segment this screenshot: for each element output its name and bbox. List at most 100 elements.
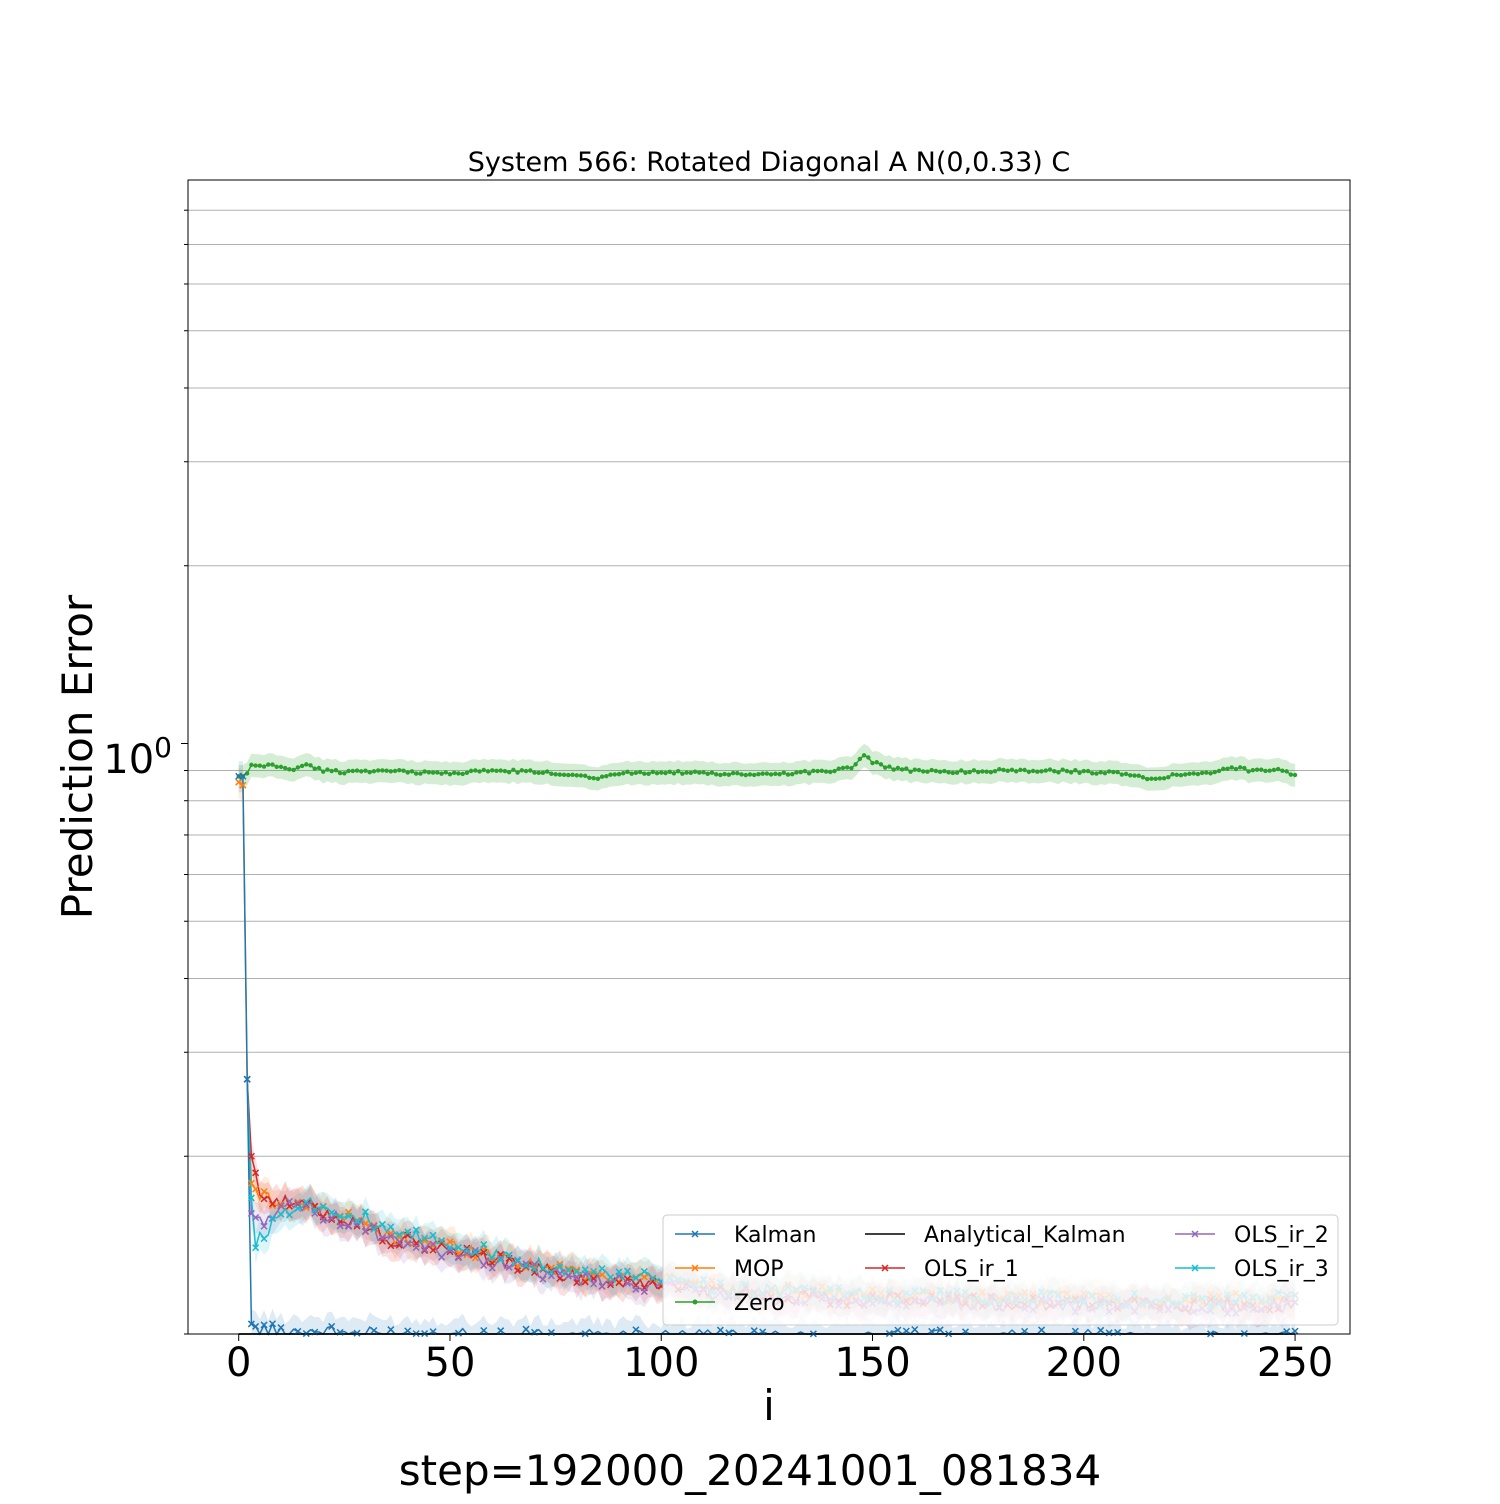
marker-ols_ir_2	[285, 1197, 293, 1205]
marker-zero	[646, 771, 651, 777]
marker-zero	[705, 771, 710, 777]
marker-zero	[887, 764, 892, 769]
marker-zero	[621, 771, 626, 776]
marker-zero	[1081, 768, 1086, 774]
marker-zero	[752, 772, 757, 778]
marker-zero	[1254, 767, 1260, 772]
marker-zero	[667, 769, 672, 775]
marker-zero	[840, 765, 846, 771]
marker-zero	[946, 770, 951, 775]
marker-zero	[798, 769, 803, 775]
marker-zero	[1132, 773, 1137, 778]
marker-ols_ir_2	[590, 1280, 598, 1288]
marker-zero	[650, 769, 655, 775]
marker-zero	[625, 769, 630, 775]
legend-marker-zero	[692, 1299, 698, 1305]
marker-kalman	[1291, 1327, 1299, 1335]
marker-ols_ir_3	[412, 1226, 420, 1234]
marker-ols_ir_3	[294, 1204, 302, 1212]
marker-zero	[1043, 768, 1048, 773]
marker-ols_ir_2	[522, 1260, 530, 1268]
marker-zero	[380, 768, 385, 773]
gridlines	[188, 209, 1350, 1335]
marker-ols_ir_2	[395, 1238, 403, 1246]
marker-zero	[815, 768, 820, 774]
y-ticks	[181, 209, 188, 1335]
marker-zero	[506, 769, 512, 775]
marker-zero	[1115, 769, 1120, 775]
marker-zero	[1144, 776, 1150, 782]
marker-zero	[971, 768, 977, 773]
marker-zero	[819, 768, 825, 774]
marker-ols_ir_2	[328, 1214, 336, 1222]
x-axis-label: i	[763, 1381, 775, 1430]
marker-kalman	[454, 1329, 462, 1337]
marker-ols_ir_3	[285, 1211, 293, 1219]
marker-zero	[1263, 768, 1268, 774]
legend-label-ols_ir_3: OLS_ir_3	[1234, 1257, 1329, 1282]
marker-zero	[659, 770, 664, 775]
marker-zero	[713, 772, 719, 777]
marker-zero	[282, 765, 288, 771]
marker-ols_ir_3	[547, 1268, 555, 1276]
marker-kalman	[547, 1329, 555, 1337]
marker-ols_ir_3	[615, 1268, 623, 1276]
marker-ols_ir_3	[564, 1266, 572, 1274]
marker-ols_ir_1	[260, 1195, 268, 1203]
marker-zero	[895, 765, 901, 771]
marker-ols_ir_1	[514, 1267, 522, 1275]
band-ols_ir_1	[247, 1064, 1296, 1328]
marker-ols_ir_2	[480, 1261, 488, 1269]
marker-mop	[640, 1273, 648, 1281]
marker-zero	[1056, 770, 1061, 775]
marker-zero	[1009, 767, 1015, 773]
marker-zero	[1271, 767, 1277, 773]
marker-zero	[832, 768, 837, 774]
marker-zero	[967, 769, 972, 775]
marker-ols_ir_3	[640, 1267, 648, 1275]
marker-zero	[329, 768, 334, 774]
marker-zero	[929, 767, 934, 773]
marker-zero	[304, 762, 309, 767]
marker-zero	[950, 770, 956, 776]
marker-zero	[566, 772, 571, 778]
marker-zero	[557, 772, 563, 777]
marker-zero	[392, 768, 398, 774]
legend-marker-kalman	[691, 1230, 699, 1238]
legend-label-mop: MOP	[734, 1257, 784, 1282]
x-tick-label: 200	[1046, 1340, 1122, 1386]
marker-kalman	[260, 1321, 268, 1329]
marker-kalman	[1071, 1327, 1079, 1335]
marker-ols_ir_2	[607, 1279, 615, 1287]
marker-ols_ir_2	[437, 1253, 446, 1261]
marker-ols_ir_3	[260, 1235, 268, 1243]
marker-zero	[308, 763, 313, 768]
marker-ols_ir_3	[454, 1243, 462, 1251]
marker-mop	[277, 1200, 285, 1208]
marker-zero	[781, 770, 786, 775]
marker-zero	[350, 768, 355, 774]
marker-ols_ir_1	[607, 1281, 615, 1289]
marker-ols_ir_1	[387, 1242, 395, 1250]
marker-zero	[287, 767, 292, 772]
marker-zero	[663, 770, 668, 776]
marker-zero	[785, 772, 791, 777]
marker-zero	[426, 770, 432, 775]
legend: Kalman MOP Zero Analytical_Kalman OLS_ir_1 OL…	[662, 1214, 1339, 1326]
marker-zero	[616, 771, 622, 777]
marker-zero	[870, 760, 875, 766]
marker-zero	[773, 771, 778, 777]
marker-ols_ir_3	[497, 1256, 505, 1264]
marker-ols_ir_3	[590, 1267, 598, 1276]
marker-zero	[1077, 770, 1082, 775]
band-zero	[238, 744, 1296, 791]
marker-zero	[1288, 772, 1294, 777]
marker-zero	[988, 770, 994, 775]
marker-zero	[1208, 771, 1213, 776]
marker-zero	[1284, 769, 1289, 774]
marker-zero	[278, 764, 284, 770]
marker-zero	[1001, 767, 1006, 773]
marker-mop	[649, 1276, 657, 1284]
y-axis-label: Prediction Error	[53, 594, 102, 919]
marker-ols_ir_3	[598, 1265, 606, 1273]
